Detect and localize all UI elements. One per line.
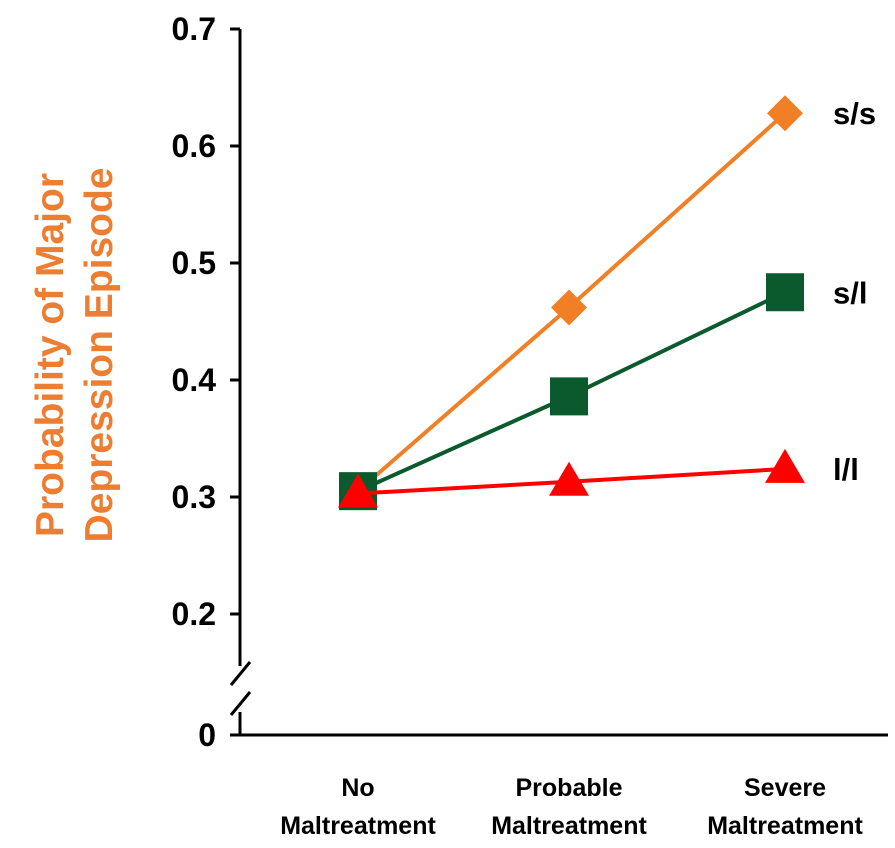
y-tick-label: 0: [198, 717, 216, 753]
y-axis-title: Probability of Major Depression Episode: [29, 168, 121, 543]
y-tick-label: 0.4: [172, 362, 217, 398]
axes: [229, 29, 888, 737]
x-category-label: Probable: [516, 774, 623, 802]
data-point-diamond: [551, 289, 587, 326]
data-point-diamond: [767, 95, 803, 132]
series-layer: s/s s/l l/l: [338, 95, 876, 511]
y-axis-title-line-2: Depression Episode: [78, 168, 121, 543]
x-category-label: No: [341, 774, 374, 802]
axis-break-mark: [229, 691, 252, 716]
data-point-triangle: [338, 473, 378, 508]
series-label: s/l: [833, 275, 867, 310]
y-tick-label: 0.3: [172, 479, 216, 515]
x-category-label: Maltreatment: [491, 812, 647, 840]
y-tick-label: 0.5: [172, 245, 216, 281]
x-axis-categories: No Maltreatment Probable Maltreatment Severe…: [280, 774, 863, 840]
data-point-square: [766, 273, 804, 312]
data-point-square: [550, 377, 588, 416]
y-tick-label: 0.7: [172, 11, 216, 47]
y-axis-ticks: 0.7 0.6 0.5 0.4 0.3 0.2 0: [172, 11, 240, 753]
series-l-l: l/l: [338, 448, 859, 508]
series-label: l/l: [833, 452, 859, 487]
y-tick-label: 0.6: [172, 128, 216, 164]
x-category-label: Maltreatment: [707, 812, 863, 840]
axis-break-mark: [229, 661, 252, 686]
y-axis-title-line-1: Probability of Major: [29, 173, 72, 537]
series-label: s/s: [833, 96, 876, 131]
data-point-triangle: [765, 448, 805, 483]
y-tick-label: 0.2: [172, 596, 216, 632]
data-point-triangle: [549, 461, 589, 496]
x-category-label: Maltreatment: [280, 812, 436, 840]
x-category-label: Severe: [744, 774, 826, 802]
